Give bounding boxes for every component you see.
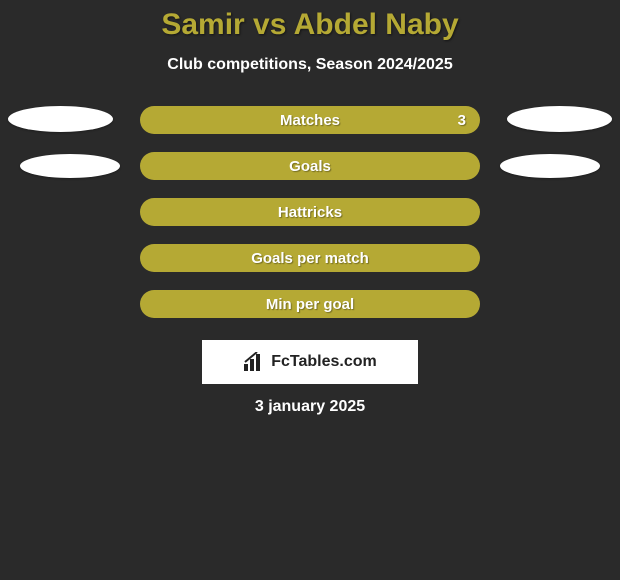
page-subtitle: Club competitions, Season 2024/2025	[0, 56, 620, 74]
stat-row: Goals	[0, 152, 620, 180]
stat-bar: Goals	[140, 152, 480, 180]
stat-label: Hattricks	[278, 204, 342, 221]
ellipse-right-icon	[507, 106, 612, 132]
stat-label: Goals	[289, 158, 331, 175]
stat-row: Matches 3	[0, 106, 620, 134]
ellipse-right-icon	[500, 154, 600, 178]
stat-value-right: 3	[458, 112, 466, 129]
stat-bar: Goals per match	[140, 244, 480, 272]
ellipse-left-icon	[8, 106, 113, 132]
ellipse-left-icon	[20, 154, 120, 178]
stat-bar: Hattricks	[140, 198, 480, 226]
brand-text: FcTables.com	[271, 353, 377, 371]
stat-row: Min per goal	[0, 290, 620, 318]
chart-icon	[243, 352, 265, 372]
stat-bar: Matches 3	[140, 106, 480, 134]
stat-bar: Min per goal	[140, 290, 480, 318]
stat-label: Matches	[280, 112, 340, 129]
date-text: 3 january 2025	[0, 398, 620, 416]
stat-label: Min per goal	[266, 296, 354, 313]
stat-label: Goals per match	[251, 250, 369, 267]
brand-logo: FcTables.com	[202, 340, 418, 384]
stat-rows: Matches 3 Goals Hattricks Goals per matc…	[0, 106, 620, 318]
stat-row: Goals per match	[0, 244, 620, 272]
stat-row: Hattricks	[0, 198, 620, 226]
page-title: Samir vs Abdel Naby	[0, 8, 620, 42]
